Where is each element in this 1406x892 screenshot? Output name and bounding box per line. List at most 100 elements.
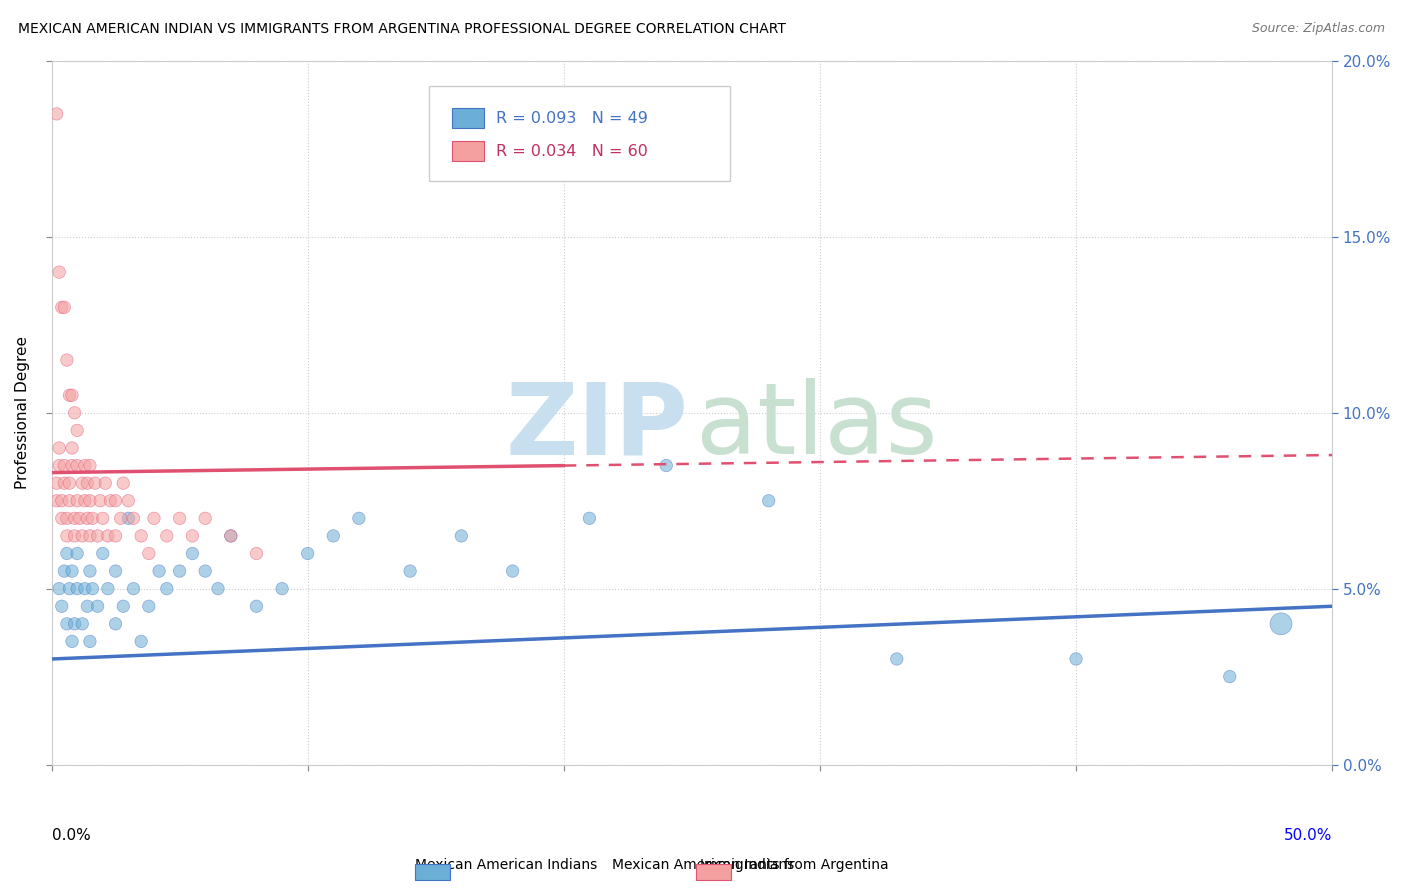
Point — [53, 476, 76, 491]
Point — [60, 388, 83, 402]
Point — [194, 511, 217, 525]
Point — [207, 582, 229, 596]
Point — [1270, 616, 1292, 631]
Point — [51, 599, 73, 614]
Point — [89, 493, 111, 508]
Point — [63, 406, 86, 420]
Point — [56, 547, 79, 561]
Point — [60, 564, 83, 578]
Point — [122, 582, 145, 596]
FancyBboxPatch shape — [453, 141, 485, 161]
FancyBboxPatch shape — [453, 108, 485, 128]
Point — [129, 634, 152, 648]
Text: MEXICAN AMERICAN INDIAN VS IMMIGRANTS FROM ARGENTINA PROFESSIONAL DEGREE CORRELA: MEXICAN AMERICAN INDIAN VS IMMIGRANTS FR… — [18, 22, 786, 37]
Text: R = 0.093   N = 49: R = 0.093 N = 49 — [496, 111, 648, 126]
Point — [112, 599, 135, 614]
Point — [45, 476, 67, 491]
Point — [56, 616, 79, 631]
Point — [73, 458, 96, 473]
Point — [51, 493, 73, 508]
Point — [322, 529, 344, 543]
Point — [82, 582, 104, 596]
Point — [72, 529, 94, 543]
Point — [347, 511, 370, 525]
Point — [91, 547, 114, 561]
Text: Mexican American Indians: Mexican American Indians — [415, 858, 598, 872]
Point — [169, 511, 191, 525]
Point — [51, 301, 73, 315]
Point — [100, 493, 122, 508]
Y-axis label: Professional Degree: Professional Degree — [15, 336, 30, 490]
Point — [219, 529, 242, 543]
Point — [76, 511, 98, 525]
Point — [156, 582, 179, 596]
Point — [58, 388, 80, 402]
Point — [66, 547, 89, 561]
Point — [156, 529, 179, 543]
Point — [138, 547, 160, 561]
Point — [399, 564, 422, 578]
Text: 50.0%: 50.0% — [1284, 828, 1333, 843]
FancyBboxPatch shape — [429, 86, 730, 181]
Point — [117, 493, 139, 508]
Point — [122, 511, 145, 525]
Point — [66, 424, 89, 438]
Point — [297, 547, 319, 561]
Point — [56, 529, 79, 543]
Point — [91, 511, 114, 525]
Point — [48, 582, 70, 596]
Point — [60, 441, 83, 455]
Text: ZIP: ZIP — [505, 378, 688, 475]
Text: Mexican American Indians: Mexican American Indians — [612, 858, 794, 872]
Point — [56, 511, 79, 525]
Point — [53, 458, 76, 473]
Point — [76, 476, 98, 491]
Point — [73, 493, 96, 508]
Point — [79, 634, 101, 648]
Point — [72, 476, 94, 491]
Point — [1219, 670, 1241, 684]
Point — [63, 529, 86, 543]
Point — [69, 511, 91, 525]
Point — [73, 582, 96, 596]
Point — [60, 634, 83, 648]
Point — [271, 582, 294, 596]
Point — [79, 529, 101, 543]
Point — [104, 529, 127, 543]
Point — [143, 511, 166, 525]
Point — [48, 458, 70, 473]
Point — [58, 476, 80, 491]
Point — [51, 511, 73, 525]
Point — [1064, 652, 1087, 666]
Point — [97, 582, 120, 596]
Text: R = 0.034   N = 60: R = 0.034 N = 60 — [496, 144, 648, 159]
Point — [79, 493, 101, 508]
Point — [138, 599, 160, 614]
Point — [79, 458, 101, 473]
Text: atlas: atlas — [696, 378, 938, 475]
Point — [58, 493, 80, 508]
Point — [45, 493, 67, 508]
Point — [48, 441, 70, 455]
Point — [86, 599, 108, 614]
Point — [66, 493, 89, 508]
Point — [181, 547, 204, 561]
Point — [655, 458, 678, 473]
Point — [245, 547, 267, 561]
Point — [194, 564, 217, 578]
Point — [60, 458, 83, 473]
Point — [72, 616, 94, 631]
Point — [66, 582, 89, 596]
Point — [58, 582, 80, 596]
Point — [97, 529, 120, 543]
Point — [578, 511, 600, 525]
Text: Source: ZipAtlas.com: Source: ZipAtlas.com — [1251, 22, 1385, 36]
Point — [886, 652, 908, 666]
Point — [245, 599, 267, 614]
Point — [84, 476, 107, 491]
Point — [86, 529, 108, 543]
Point — [48, 265, 70, 279]
Point — [82, 511, 104, 525]
Point — [169, 564, 191, 578]
Point — [94, 476, 117, 491]
